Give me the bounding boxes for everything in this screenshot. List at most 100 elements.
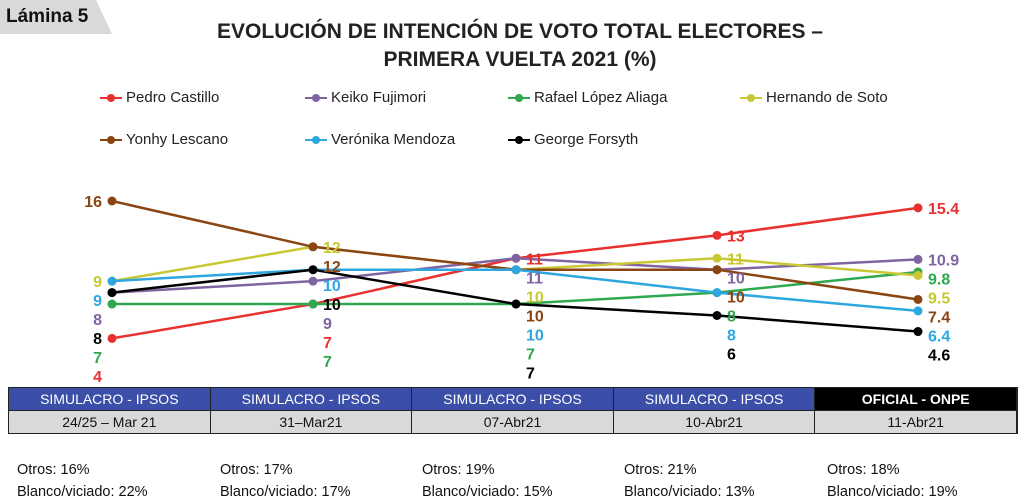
data-label: 9.8 <box>928 271 950 288</box>
legend-swatch <box>305 93 327 102</box>
table-header: OFICIAL - ONPE <box>815 388 1017 410</box>
data-point <box>107 299 117 309</box>
legend-label: Keiko Fujimori <box>331 89 427 106</box>
data-point <box>308 276 318 286</box>
data-point <box>308 299 318 309</box>
footer-note: Otros: 19% Blanco/viciado: 15% <box>422 459 553 503</box>
data-point <box>511 299 521 309</box>
data-label: 10 <box>323 297 341 314</box>
data-point <box>107 333 117 343</box>
series-line <box>111 245 919 283</box>
table-header: SIMULACRO - IPSOS <box>613 388 816 410</box>
line-chart: 16 9 9 8 8 7 4 12 12 10 10 9 7 7 11 11 10 10 10 7 7 13 11 10 10 8… <box>84 194 959 385</box>
data-point <box>913 306 923 316</box>
data-label: 9.5 <box>928 290 950 307</box>
blanco-text: Blanco/viciado: 22% <box>17 484 148 500</box>
blanco-text: Blanco/viciado: 15% <box>422 484 553 500</box>
data-label: 9 <box>323 316 332 333</box>
data-label: 7 <box>323 354 332 371</box>
data-label: 6.4 <box>928 328 950 345</box>
data-point <box>511 265 521 275</box>
footer-note: Otros: 17% Blanco/viciado: 17% <box>220 459 351 503</box>
data-label: 7.4 <box>928 309 950 326</box>
data-label: 9 <box>93 293 102 310</box>
data-label: 4.6 <box>928 347 950 364</box>
data-label: 10 <box>526 289 544 306</box>
chart-title-line1: EVOLUCIÓN DE INTENCIÓN DE VOTO TOTAL ELE… <box>217 20 823 43</box>
data-point <box>913 294 923 304</box>
data-point <box>712 253 722 263</box>
data-label: 12 <box>323 240 341 257</box>
chart-title-line2: PRIMERA VUELTA 2021 (%) <box>383 48 657 71</box>
data-label: 9 <box>93 274 102 291</box>
data-point <box>107 276 117 286</box>
table-date: 10-Abr21 <box>613 410 816 433</box>
data-point <box>308 265 318 275</box>
legend-swatch <box>305 135 327 144</box>
legend-item: George Forsyth <box>508 131 638 148</box>
data-label: 7 <box>323 335 332 352</box>
legend-item: Pedro Castillo <box>100 89 219 106</box>
data-point <box>913 270 923 280</box>
otros-text: Otros: 21% <box>624 462 697 478</box>
legend-item: Yonhy Lescano <box>100 131 228 148</box>
data-point <box>712 311 722 320</box>
data-label: 7 <box>93 350 102 367</box>
data-label: 10 <box>727 270 745 287</box>
legend-item: Hernando de Soto <box>740 89 888 106</box>
data-label: 10 <box>526 327 544 344</box>
legend-label: Pedro Castillo <box>126 89 220 106</box>
footer-note: Otros: 21% Blanco/viciado: 13% <box>624 459 755 503</box>
data-label: 10 <box>526 308 544 325</box>
table-header: SIMULACRO - IPSOS <box>9 388 211 410</box>
data-label: 12 <box>323 259 341 276</box>
data-point <box>913 203 923 213</box>
slide-badge: Lámina 5 <box>0 0 112 34</box>
legend-swatch <box>100 93 122 102</box>
table-date: 24/25 – Mar 21 <box>9 410 211 433</box>
data-point <box>913 254 923 264</box>
legend-swatch <box>740 93 762 102</box>
footer-note: Otros: 18% Blanco/viciado: 19% <box>827 459 958 503</box>
data-label: 7 <box>526 365 535 382</box>
table-date: 31–Mar21 <box>210 410 413 433</box>
data-point <box>107 288 117 298</box>
data-label: 10 <box>727 289 745 306</box>
table-date: 11-Abr21 <box>815 410 1017 433</box>
otros-text: Otros: 18% <box>827 462 900 478</box>
data-label: 8 <box>93 331 102 348</box>
data-point <box>712 230 722 240</box>
legend-swatch <box>508 135 530 144</box>
legend-label: Hernando de Soto <box>766 89 888 106</box>
legend-label: George Forsyth <box>534 131 639 148</box>
legend-label: Yonhy Lescano <box>126 131 229 148</box>
data-label: 8 <box>727 308 736 325</box>
data-label: 11 <box>526 270 543 287</box>
data-label: 8 <box>93 312 102 329</box>
data-point <box>712 265 722 275</box>
data-point <box>308 242 318 252</box>
otros-text: Otros: 17% <box>220 462 293 478</box>
data-label: 10.9 <box>928 252 959 269</box>
data-label: 4 <box>93 369 102 385</box>
blanco-text: Blanco/viciado: 13% <box>624 484 755 500</box>
legend-label: Rafael López Aliaga <box>534 89 668 106</box>
table-header: SIMULACRO - IPSOS <box>412 388 614 410</box>
data-label: 8 <box>727 327 736 344</box>
legend-label: Verónika Mendoza <box>331 131 456 148</box>
otros-text: Otros: 19% <box>422 462 495 478</box>
data-point <box>107 196 117 206</box>
table-date: 07-Abr21 <box>412 410 614 433</box>
blanco-text: Blanco/viciado: 17% <box>220 484 351 500</box>
data-label: 13 <box>727 228 745 245</box>
legend-item: Keiko Fujimori <box>305 89 426 106</box>
data-label: 7 <box>526 346 535 363</box>
data-point <box>712 288 722 298</box>
data-label: 6 <box>727 346 736 363</box>
otros-text: Otros: 16% <box>17 462 90 478</box>
legend-item: Verónika Mendoza <box>305 131 455 148</box>
data-label: 11 <box>526 251 543 268</box>
period-table: SIMULACRO - IPSOS SIMULACRO - IPSOS SIMU… <box>8 387 1018 434</box>
blanco-text: Blanco/viciado: 19% <box>827 484 958 500</box>
data-point <box>511 253 521 263</box>
